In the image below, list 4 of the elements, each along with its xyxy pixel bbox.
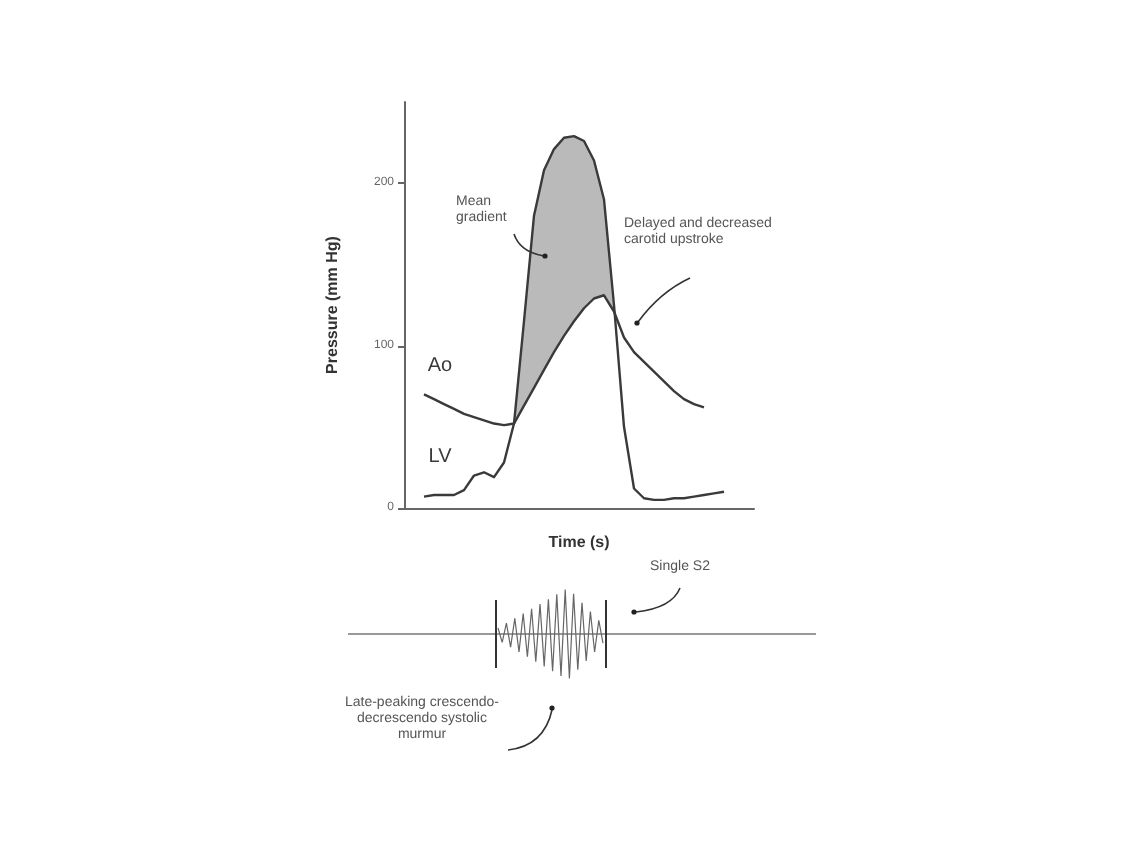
x-axis-title: Time (s) [548, 532, 611, 551]
y-axis-title: Pressure (mm Hg) [323, 235, 341, 374]
series-label: LV [428, 445, 453, 468]
series-label: Ao [427, 355, 454, 378]
